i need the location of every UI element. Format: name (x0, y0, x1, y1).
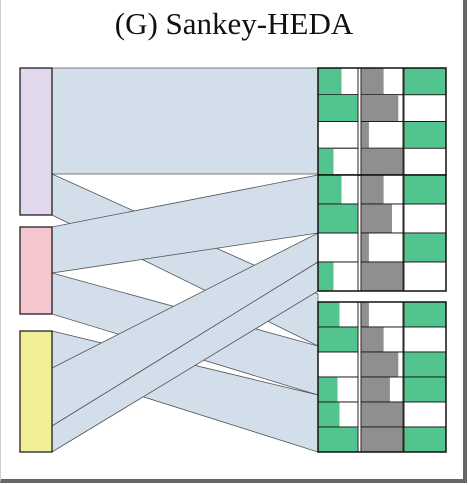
cell-t2-r3-c2 (403, 261, 447, 292)
cell-t1-r3-c2 (403, 147, 447, 176)
cell-fill-t3-r3-c2 (404, 377, 446, 402)
cell-fill-t3-r3-c1 (361, 377, 390, 402)
cell-fill-t1-r0-c0 (318, 68, 342, 95)
cell-fill-t3-r0-c2 (404, 302, 446, 327)
source-node-s3 (19, 330, 53, 453)
cell-fill-t2-r2-c2 (404, 233, 446, 262)
cell-fill-t2-r2-c1 (361, 233, 369, 262)
cell-fill-t1-r3-c1 (361, 148, 403, 175)
target-node-border-t3 (317, 301, 447, 453)
flow-bands (51, 67, 319, 453)
cell-fill-t1-r2-c1 (361, 122, 369, 148)
cell-t3-r1-c2 (403, 326, 447, 353)
target-node-t1 (317, 67, 447, 176)
target-node-t2 (317, 174, 447, 292)
cell-t2-r1-c2 (403, 203, 447, 234)
source-node-s2 (19, 226, 53, 315)
cell-fill-t2-r1-c1 (361, 204, 392, 233)
cell-fill-t3-r3-c0 (318, 377, 338, 402)
cell-fill-t3-r5-c2 (404, 427, 446, 452)
cell-fill-t1-r3-c0 (318, 148, 334, 175)
cell-fill-t3-r0-c0 (318, 302, 340, 327)
cell-fill-t2-r0-c1 (361, 175, 384, 204)
cell-fill-t3-r0-c1 (361, 302, 369, 327)
cell-t3-r4-c2 (403, 401, 447, 428)
cell-t2-r2-c0 (317, 232, 359, 263)
cell-fill-t1-r0-c2 (404, 68, 446, 95)
cell-t3-r2-c0 (317, 351, 359, 378)
flow-band-s1-to-t1 (51, 67, 319, 175)
cell-fill-t3-r4-c0 (318, 402, 340, 427)
cell-fill-t2-r3-c0 (318, 262, 334, 291)
cell-fill-t3-r4-c1 (361, 402, 403, 427)
cell-t1-r1-c2 (403, 94, 447, 122)
cell-fill-t3-r2-c1 (361, 352, 399, 377)
cell-fill-t3-r5-c1 (361, 427, 403, 452)
cell-fill-t1-r1-c0 (318, 95, 358, 121)
cell-fill-t1-r0-c1 (361, 68, 384, 95)
target-node-t3 (317, 301, 447, 453)
cell-fill-t3-r2-c2 (404, 352, 446, 377)
cell-fill-t2-r1-c0 (318, 204, 358, 233)
cell-fill-t3-r1-c1 (361, 327, 384, 352)
target-node-border-t2 (317, 174, 447, 292)
cell-fill-t2-r0-c0 (318, 175, 342, 204)
cell-fill-t3-r5-c0 (318, 427, 358, 452)
cell-fill-t1-r1-c1 (361, 95, 399, 121)
source-node-s1 (19, 67, 53, 216)
cell-fill-t2-r3-c1 (361, 262, 403, 291)
cell-fill-t2-r0-c2 (404, 175, 446, 204)
figure-title: (G) Sankey-HEDA (114, 6, 354, 41)
cell-fill-t1-r2-c2 (404, 122, 446, 148)
cell-fill-t3-r1-c0 (318, 327, 358, 352)
cell-t1-r2-c0 (317, 121, 359, 149)
